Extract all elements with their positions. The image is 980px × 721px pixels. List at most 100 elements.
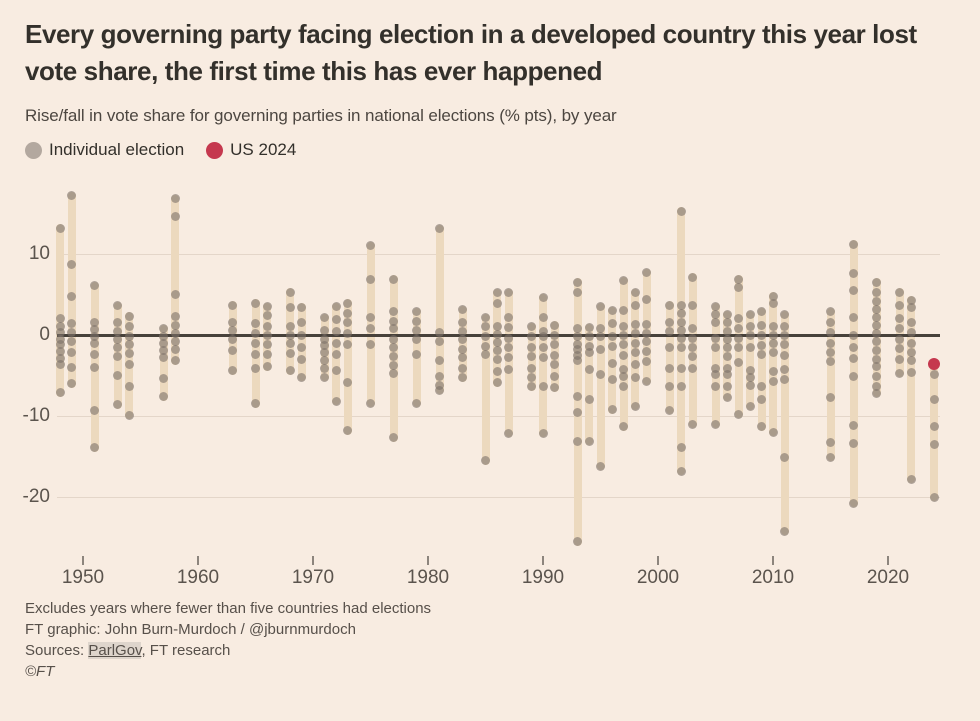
election-dot [331,315,341,325]
election-dot [872,328,881,338]
election-dot [872,371,881,381]
election-dot [170,356,180,366]
election-dot [251,339,260,349]
election-dot [745,366,755,376]
election-dot [492,354,502,364]
election-dot [676,317,686,327]
election-dot [159,332,168,342]
election-dot [538,313,548,323]
election-dot [320,355,329,365]
election-dot [389,352,398,362]
election-range-band [504,288,513,437]
gridline [57,253,940,255]
election-dot [711,382,720,392]
election-dot [67,319,76,329]
election-dot [285,349,295,359]
election-dot [619,306,628,316]
election-dot [596,370,605,380]
election-dot [849,331,858,341]
election-dot [343,378,352,388]
election-dot [170,194,180,204]
election-dot [688,351,697,361]
election-dot [906,302,916,312]
election-dot [895,368,904,378]
election-dot [906,295,916,305]
election-dot [492,337,502,347]
election-dot [67,191,76,201]
election-dot [688,363,697,373]
election-dot [757,320,766,330]
election-dot [435,224,444,234]
election-dot [596,302,605,312]
election-dot [573,392,582,402]
election-range-band [585,323,593,446]
election-dot [550,371,559,381]
election-dot [711,370,720,380]
legend-label-individual-election: Individual election [49,140,185,159]
election-dot [389,361,398,371]
election-range-band [907,296,915,484]
election-dot [170,320,180,330]
election-dot [412,349,421,359]
election-dot [619,371,628,381]
election-dot [538,332,548,342]
election-dot [895,314,904,324]
election-dot [297,302,306,312]
election-dot [481,341,490,351]
election-dot [849,421,858,431]
x-axis-tick [82,556,84,565]
election-dot [297,354,306,364]
election-dot [170,345,180,355]
election-dot [688,343,697,353]
election-dot [573,350,582,360]
election-range-band [746,310,754,411]
election-dot [124,322,134,332]
election-dot [895,344,904,354]
election-dot [90,332,99,342]
election-dot [745,321,755,331]
election-range-band [56,224,64,397]
election-dot [550,383,559,393]
election-dot [584,395,594,405]
election-dot [757,381,766,391]
election-dot [113,327,122,337]
election-dot [630,348,640,358]
election-dot [412,398,421,408]
page-title: Every governing party facing election in… [25,16,965,90]
election-dot [849,268,858,278]
election-dot [159,324,168,334]
election-dot [722,382,732,392]
election-dot [331,366,341,376]
election-dot [573,287,582,297]
election-dot [331,349,341,359]
election-dot [285,302,295,312]
election-dot [458,305,467,315]
election-dot [780,321,789,331]
election-dot [906,338,916,348]
election-dot [711,363,720,373]
election-dot [676,466,686,476]
election-dot [412,335,421,345]
election-dot [734,342,743,352]
election-dot [906,367,916,377]
election-range-band [67,191,76,388]
election-dot [906,356,916,366]
election-dot [458,373,467,383]
election-dot [826,338,835,348]
election-dot [538,293,548,303]
sources-line: Sources: ParlGov, FT research [25,640,431,661]
election-dot [722,343,732,353]
election-dot [872,388,881,398]
election-dot [170,212,180,222]
election-dot [768,291,778,301]
parlgov-link[interactable]: ParlGov [88,642,142,659]
x-axis-label: 1980 [406,567,450,588]
election-dot [665,343,674,353]
x-axis-label: 2000 [636,567,680,588]
election-dot [389,316,398,326]
election-dot [320,372,329,382]
election-dot [768,321,778,331]
election-dot [504,365,513,375]
election-dot [55,346,65,356]
election-dot [872,277,881,287]
